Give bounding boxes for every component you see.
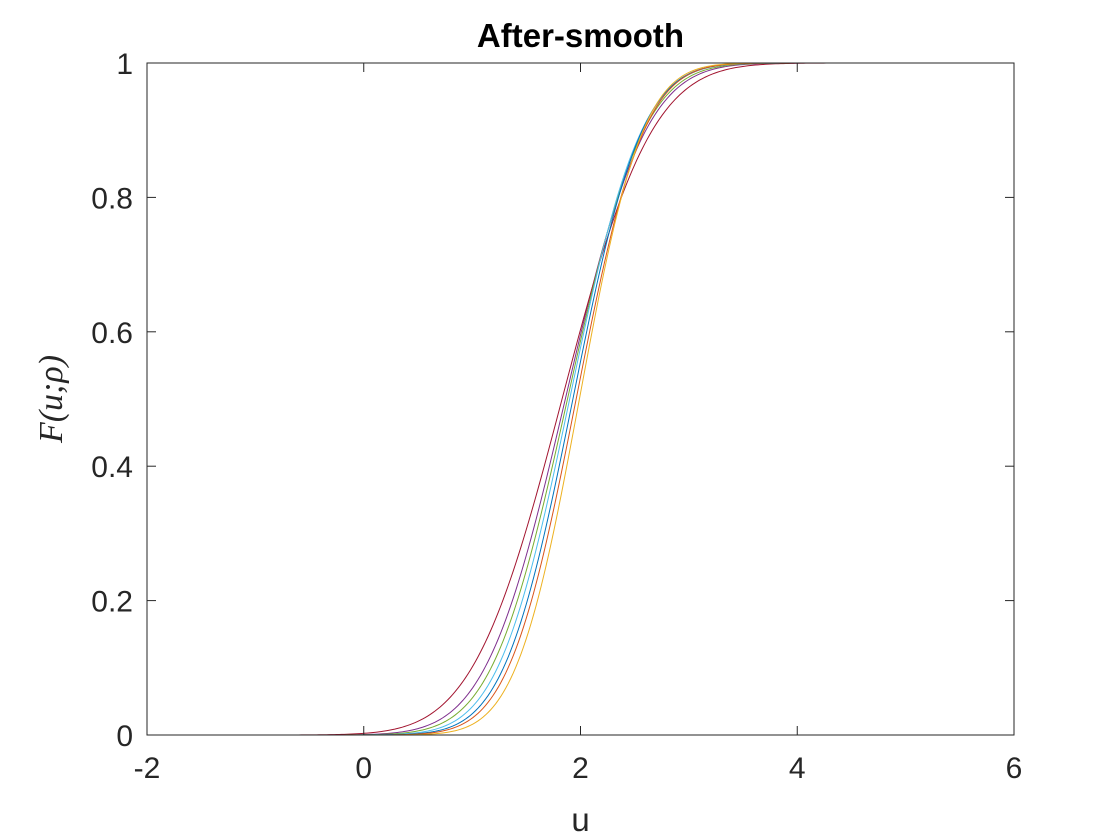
y-axis-label: F(u;ρ) <box>33 355 70 444</box>
tick-labels: -2 0 2 4 600.20.40.60.81 <box>91 48 1022 785</box>
y-tick-label: 0.8 <box>91 182 133 215</box>
x-tick-label: 6 <box>1006 752 1023 785</box>
plot-area <box>147 63 1014 735</box>
x-tick-label: -2 <box>134 752 161 785</box>
y-tick-label: 1 <box>116 48 133 81</box>
x-tick-label: 4 <box>789 752 806 785</box>
chart-title: After-smooth <box>477 17 684 54</box>
y-tick-label: 0 <box>116 720 133 753</box>
y-tick-label: 0.6 <box>91 317 133 350</box>
x-tick-label: 0 <box>355 752 372 785</box>
x-axis-label: u <box>571 801 589 838</box>
tick-marks <box>146 62 1015 736</box>
y-tick-label: 0.4 <box>91 451 133 484</box>
y-tick-label: 0.2 <box>91 586 133 619</box>
x-tick-label: 2 <box>572 752 589 785</box>
